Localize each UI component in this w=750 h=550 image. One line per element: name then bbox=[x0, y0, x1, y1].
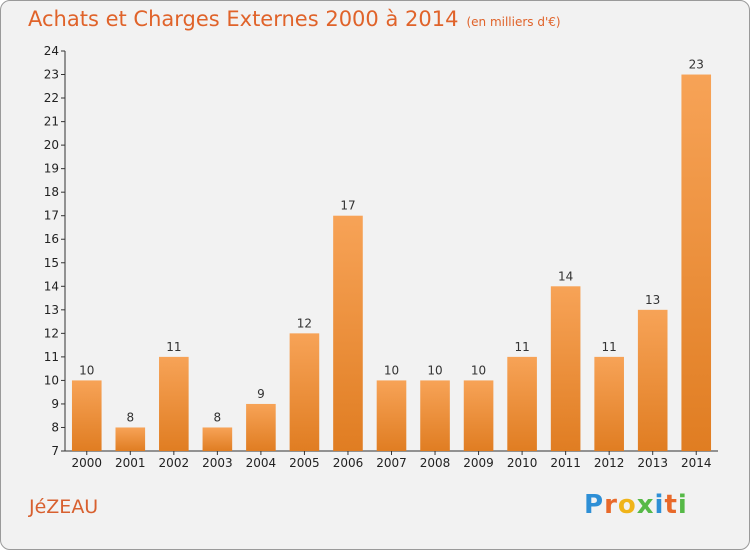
bar-2014 bbox=[681, 74, 712, 451]
bar-2010 bbox=[507, 356, 537, 451]
data-label: 11 bbox=[602, 340, 617, 354]
bar-2007 bbox=[376, 380, 407, 451]
data-label: 11 bbox=[166, 340, 181, 354]
chart-unit: (en milliers d'€) bbox=[466, 15, 561, 29]
x-tick-label: 2012 bbox=[594, 456, 625, 470]
x-tick-label: 2006 bbox=[333, 456, 364, 470]
logo-letter: i bbox=[677, 490, 688, 520]
bar-2004 bbox=[246, 403, 276, 451]
y-tick-label: 24 bbox=[44, 44, 59, 58]
x-tick-label: 2014 bbox=[681, 456, 712, 470]
x-tick-label: 2008 bbox=[420, 456, 451, 470]
data-label: 10 bbox=[79, 363, 94, 377]
logo-letter: P bbox=[584, 490, 605, 520]
logo-letter: x bbox=[636, 490, 655, 520]
y-tick-label: 17 bbox=[44, 209, 59, 223]
y-tick-label: 8 bbox=[51, 420, 59, 434]
y-tick-label: 15 bbox=[44, 256, 59, 270]
y-tick-label: 19 bbox=[44, 162, 59, 176]
data-label: 8 bbox=[126, 410, 134, 424]
bar-2003 bbox=[202, 427, 233, 451]
data-label: 12 bbox=[297, 316, 312, 330]
x-tick-label: 2010 bbox=[507, 456, 538, 470]
bar-2006 bbox=[333, 215, 363, 451]
data-label: 17 bbox=[340, 199, 355, 213]
bar-2002 bbox=[159, 356, 189, 451]
data-label: 11 bbox=[514, 340, 529, 354]
chart-title: Achats et Charges Externes 2000 à 2014 (e… bbox=[28, 7, 561, 31]
x-tick-label: 2004 bbox=[246, 456, 277, 470]
y-tick-label: 22 bbox=[44, 91, 59, 105]
x-tick-label: 2013 bbox=[637, 456, 668, 470]
bar-2001 bbox=[115, 427, 146, 451]
y-tick-label: 23 bbox=[44, 68, 59, 82]
bar-2008 bbox=[420, 380, 450, 451]
x-tick-label: 2002 bbox=[159, 456, 190, 470]
logo-letter: r bbox=[604, 490, 618, 520]
y-tick-label: 10 bbox=[44, 373, 59, 387]
y-tick-label: 16 bbox=[44, 232, 59, 246]
x-tick-label: 2003 bbox=[202, 456, 233, 470]
data-label: 8 bbox=[214, 410, 222, 424]
commune-name: JéZEAU bbox=[29, 496, 99, 518]
y-tick-label: 14 bbox=[44, 279, 59, 293]
y-tick-label: 11 bbox=[44, 350, 59, 364]
data-label: 9 bbox=[257, 387, 265, 401]
bar-2000 bbox=[71, 380, 102, 451]
logo-letter: t bbox=[664, 490, 678, 520]
bar-2012 bbox=[594, 356, 624, 451]
data-label: 23 bbox=[689, 58, 704, 72]
data-label: 14 bbox=[558, 269, 573, 283]
x-tick-label: 2005 bbox=[289, 456, 320, 470]
x-tick-label: 2009 bbox=[463, 456, 494, 470]
y-tick-label: 12 bbox=[44, 326, 59, 340]
y-tick-label: 7 bbox=[51, 444, 59, 458]
proxiti-logo[interactable]: Proxiti bbox=[584, 490, 688, 520]
data-label: 10 bbox=[384, 363, 399, 377]
bar-2011 bbox=[550, 286, 581, 451]
x-tick-label: 2000 bbox=[71, 456, 102, 470]
x-tick-label: 2011 bbox=[550, 456, 581, 470]
logo-letter: i bbox=[654, 490, 665, 520]
y-tick-label: 21 bbox=[44, 115, 59, 129]
x-tick-label: 2001 bbox=[115, 456, 146, 470]
data-label: 10 bbox=[427, 363, 442, 377]
bar-2013 bbox=[637, 309, 668, 451]
chart-title-text: Achats et Charges Externes 2000 à 2014 bbox=[28, 7, 459, 31]
logo-letter: o bbox=[617, 490, 637, 520]
bar-2005 bbox=[289, 333, 320, 451]
y-tick-label: 20 bbox=[44, 138, 59, 152]
bar-2009 bbox=[463, 380, 494, 451]
x-tick-label: 2007 bbox=[376, 456, 407, 470]
data-label: 13 bbox=[645, 293, 660, 307]
y-tick-label: 13 bbox=[44, 303, 59, 317]
y-tick-label: 18 bbox=[44, 185, 59, 199]
data-label: 10 bbox=[471, 363, 486, 377]
y-tick-label: 9 bbox=[51, 397, 59, 411]
